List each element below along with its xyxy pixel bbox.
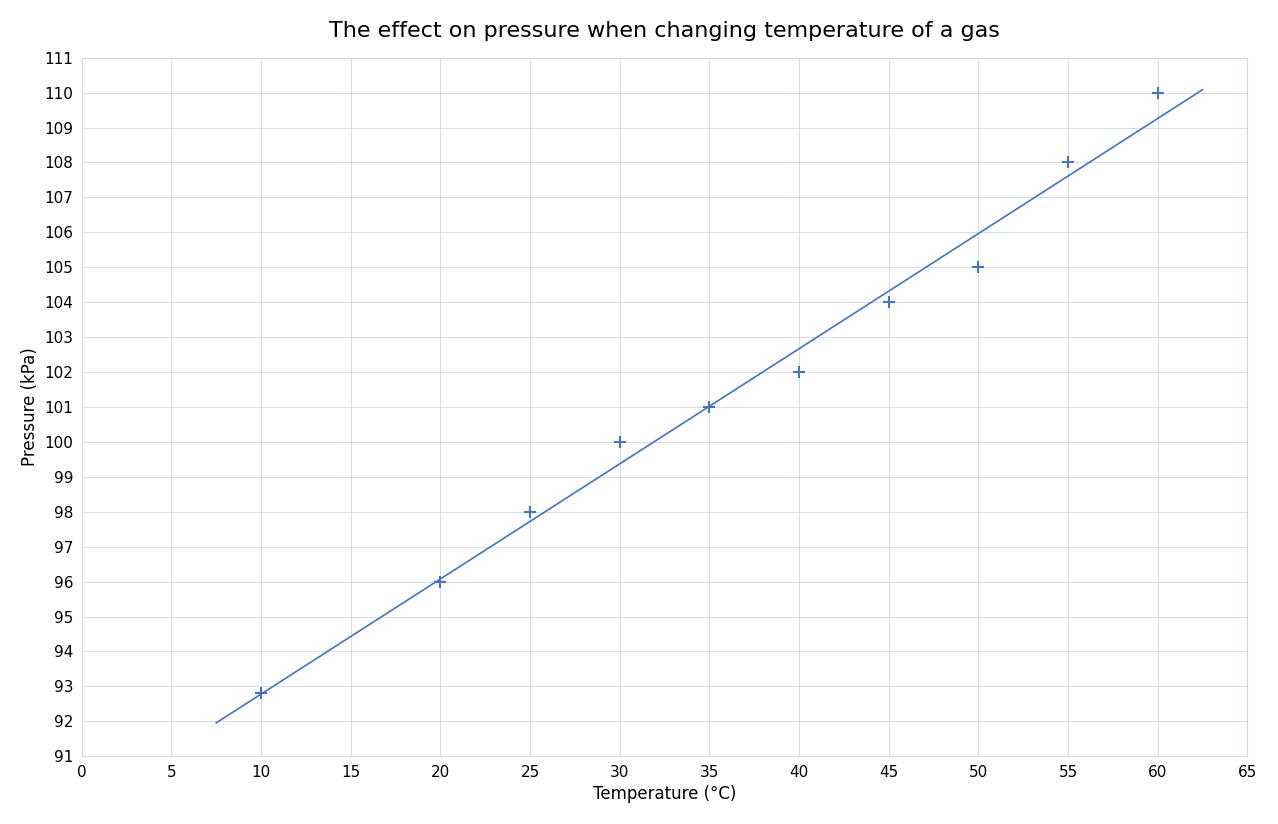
- Point: [520, 505, 541, 518]
- Point: [1148, 86, 1168, 99]
- Point: [1058, 156, 1079, 169]
- Point: [699, 400, 720, 414]
- Point: [431, 575, 451, 588]
- Y-axis label: Pressure (kPa): Pressure (kPa): [20, 348, 38, 466]
- Point: [878, 296, 898, 309]
- X-axis label: Temperature (°C): Temperature (°C): [593, 785, 736, 803]
- Point: [789, 366, 809, 379]
- Point: [969, 260, 989, 274]
- Point: [610, 435, 630, 448]
- Point: [250, 687, 271, 700]
- Title: The effect on pressure when changing temperature of a gas: The effect on pressure when changing tem…: [330, 21, 1001, 41]
